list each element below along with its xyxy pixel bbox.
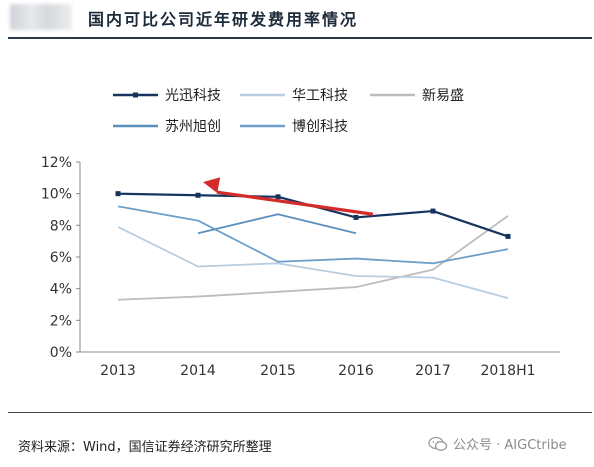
source-note: 资料来源：Wind，国信证券经济研究所整理 [18, 440, 272, 455]
blurred-logo [10, 4, 72, 30]
legend-label-3: 新易盛 [422, 88, 464, 104]
watermark-text: 公众号 · AIGCtribe [453, 438, 567, 453]
annotation-arrow-shaft [216, 190, 374, 216]
series-point-1 [505, 233, 511, 239]
bottom-rule [8, 412, 592, 413]
y-tick-label: 2% [50, 313, 72, 329]
legend-label-5: 博创科技 [292, 118, 348, 135]
y-tick-label: 0% [50, 345, 72, 361]
y-tick-label: 4% [50, 282, 72, 298]
watermark: 公众号 · AIGCtribe [428, 434, 567, 453]
header: 国内可比公司近年研发费用率情况 [0, 0, 594, 38]
y-tick-label: 10% [41, 187, 72, 203]
series-line-3 [117, 215, 509, 301]
x-tick-label: 2014 [180, 363, 216, 379]
annotation-arrow-head [203, 177, 221, 193]
y-tick-label: 12% [41, 155, 72, 171]
legend-label-1: 光迅科技 [165, 88, 221, 104]
series-point-1 [115, 191, 121, 197]
y-tick-label: 6% [50, 250, 72, 266]
x-tick-label: 2016 [338, 363, 374, 379]
series-point-1 [195, 192, 201, 198]
series-line-5 [117, 205, 509, 265]
top-rule [8, 37, 592, 39]
legend-marker-1 [133, 92, 138, 98]
series-line-1 [117, 192, 509, 238]
legend-label-2: 华工科技 [292, 88, 348, 104]
x-tick-label: 2015 [260, 363, 296, 379]
series-line-4 [197, 213, 357, 235]
series-point-1 [353, 214, 359, 220]
chart-title: 国内可比公司近年研发费用率情况 [88, 10, 359, 29]
series-point-1 [430, 208, 436, 214]
x-tick-label: 2017 [415, 363, 451, 379]
y-tick-label: 8% [50, 218, 72, 234]
legend-label-4: 苏州旭创 [165, 119, 221, 135]
series-point-1 [275, 194, 281, 200]
series-line-2 [117, 226, 509, 300]
line-chart: 0% 2% 4% 6% 8% 10% 12% 2013 2014 2015 2016 2017 2018… [41, 88, 560, 379]
x-tick-label: 2013 [100, 363, 136, 379]
x-tick-label: 2018H1 [480, 363, 535, 379]
wechat-icon [428, 436, 448, 451]
